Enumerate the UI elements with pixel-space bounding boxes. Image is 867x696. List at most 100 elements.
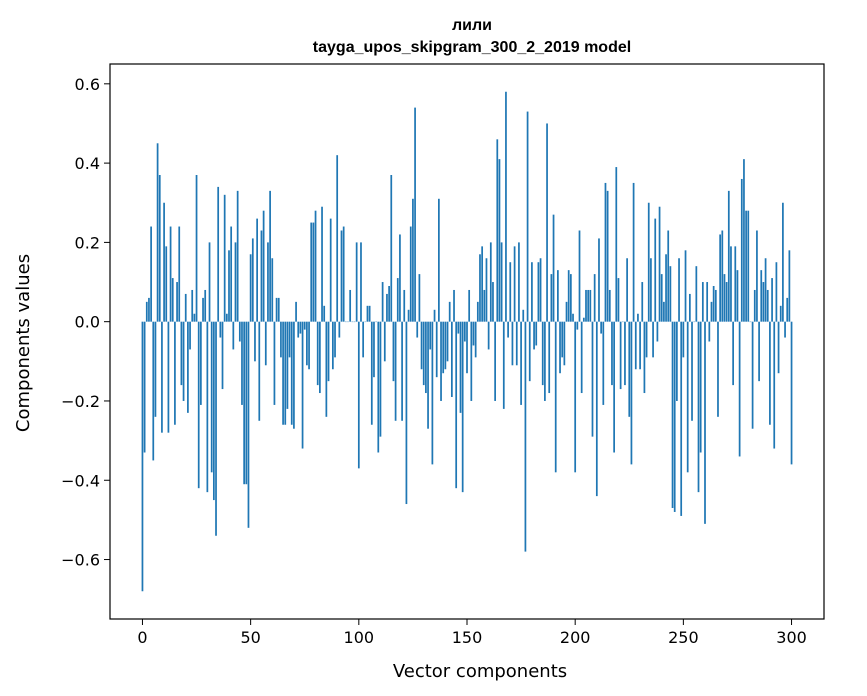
bar-38 (223, 194, 226, 322)
bar-159 (485, 258, 488, 322)
bar-285 (758, 321, 760, 382)
bar-167 (502, 321, 505, 409)
bar-121 (403, 289, 406, 322)
bar-143 (450, 321, 453, 397)
y-tick-label: −0.4 (61, 471, 100, 490)
bar-55 (260, 230, 263, 322)
x-axis-ticks: 0 50 100 150 200 250 300 (137, 619, 807, 647)
bar-110 (379, 321, 382, 437)
bar-74 (301, 321, 304, 449)
bar-185 (541, 321, 544, 386)
chart-title-line2: tayga_upos_skipgram_300_2_2019 model (313, 39, 631, 56)
bar-266 (717, 321, 719, 417)
bar-80 (314, 210, 317, 322)
bar-137 (438, 198, 440, 322)
bar-289 (766, 289, 769, 322)
bar-39 (225, 313, 228, 322)
bar-191 (554, 321, 557, 473)
bar-129 (420, 321, 423, 370)
bar-217 (611, 321, 613, 386)
bar-251 (684, 250, 687, 322)
bar-12 (167, 321, 170, 433)
bar-252 (686, 321, 689, 473)
bar-232 (643, 321, 646, 394)
bar-300 (790, 321, 793, 465)
bar-268 (721, 230, 724, 322)
bar-153 (472, 321, 475, 346)
bar-14 (171, 278, 174, 322)
bar-101 (360, 242, 362, 322)
bar-180 (531, 262, 533, 322)
bar-30 (206, 321, 209, 493)
x-axis-label: Vector components (393, 661, 567, 682)
bar-198 (569, 274, 572, 322)
bar-9 (161, 321, 163, 433)
bar-192 (557, 270, 559, 322)
bar-270 (725, 282, 728, 322)
bar-240 (660, 274, 663, 322)
bar-271 (727, 190, 730, 322)
bar-197 (567, 270, 570, 322)
bar-79 (312, 222, 315, 322)
bar-241 (663, 301, 665, 322)
bar-150 (466, 321, 468, 374)
bar-250 (682, 321, 685, 358)
bar-72 (297, 321, 300, 338)
bar-61 (273, 321, 276, 405)
bar-122 (405, 321, 408, 505)
y-tick-label: 0.0 (75, 313, 100, 332)
bar-48 (245, 321, 248, 485)
bar-85 (325, 321, 328, 417)
bar-277 (740, 178, 743, 322)
bar-234 (647, 202, 650, 322)
bar-282 (751, 321, 754, 429)
bar-254 (691, 321, 693, 421)
bar-67 (286, 321, 289, 409)
bar-163 (494, 321, 496, 401)
bar-205 (585, 289, 587, 322)
bar-17 (178, 226, 181, 322)
bar-267 (719, 234, 722, 322)
bar-196 (565, 301, 568, 322)
bar-229 (637, 313, 639, 322)
bar-214 (604, 182, 607, 322)
bar-141 (446, 321, 449, 362)
bar-128 (418, 274, 421, 322)
bar-131 (425, 321, 427, 394)
bar-11 (165, 246, 168, 322)
bar-51 (251, 238, 254, 322)
bar-238 (656, 321, 659, 342)
bar-208 (591, 321, 594, 437)
bar-120 (401, 321, 403, 421)
bar-89 (334, 321, 336, 358)
x-tick-label: 300 (776, 628, 807, 647)
bar-18 (180, 321, 183, 386)
bar-138 (440, 321, 442, 401)
bar-62 (275, 297, 278, 322)
x-tick-label: 0 (137, 628, 147, 647)
bar-70 (293, 321, 295, 429)
bar-119 (399, 234, 401, 322)
bar-19 (182, 321, 185, 401)
x-tick-label: 50 (240, 628, 260, 647)
bar-213 (602, 321, 605, 405)
bar-92 (340, 230, 343, 322)
bar-78 (310, 222, 313, 322)
bar-21 (187, 321, 189, 413)
bar-0 (141, 321, 144, 592)
bar-104 (366, 305, 369, 322)
bar-116 (392, 321, 395, 382)
x-tick-label: 150 (452, 628, 483, 647)
y-tick-label: −0.2 (61, 392, 100, 411)
bar-274 (734, 246, 737, 322)
bar-100 (357, 321, 360, 469)
bar-296 (782, 202, 784, 322)
bar-90 (336, 155, 339, 322)
bar-52 (254, 321, 256, 362)
bar-7 (156, 143, 159, 322)
bar-107 (373, 321, 375, 378)
bar-262 (708, 321, 711, 342)
bar-246 (673, 321, 676, 512)
